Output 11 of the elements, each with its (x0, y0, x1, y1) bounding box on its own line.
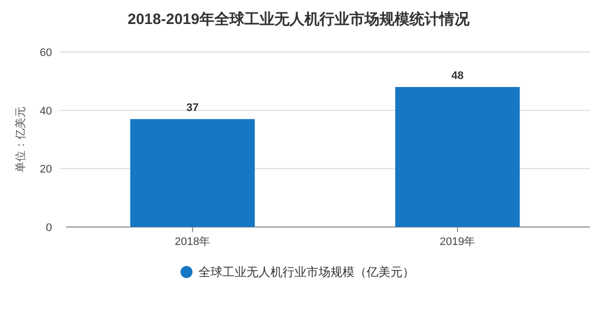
data-label: 37 (186, 102, 199, 114)
y-tick-label: 20 (40, 164, 52, 176)
chart-title: 2018-2019年全球工业无人机行业市场规模统计情况 (128, 10, 470, 28)
x-tick-label: 2019年 (440, 236, 476, 248)
y-axis-title: 单位：亿美元 (14, 106, 27, 172)
y-tick-label: 60 (40, 47, 52, 59)
x-tick-label: 2018年 (174, 236, 210, 248)
y-tick-label: 40 (40, 105, 52, 118)
data-label: 48 (451, 70, 464, 82)
y-tick-label: 0 (46, 222, 52, 234)
legend-label: 全球工业无人机行业市场规模（亿美元） (198, 265, 414, 279)
